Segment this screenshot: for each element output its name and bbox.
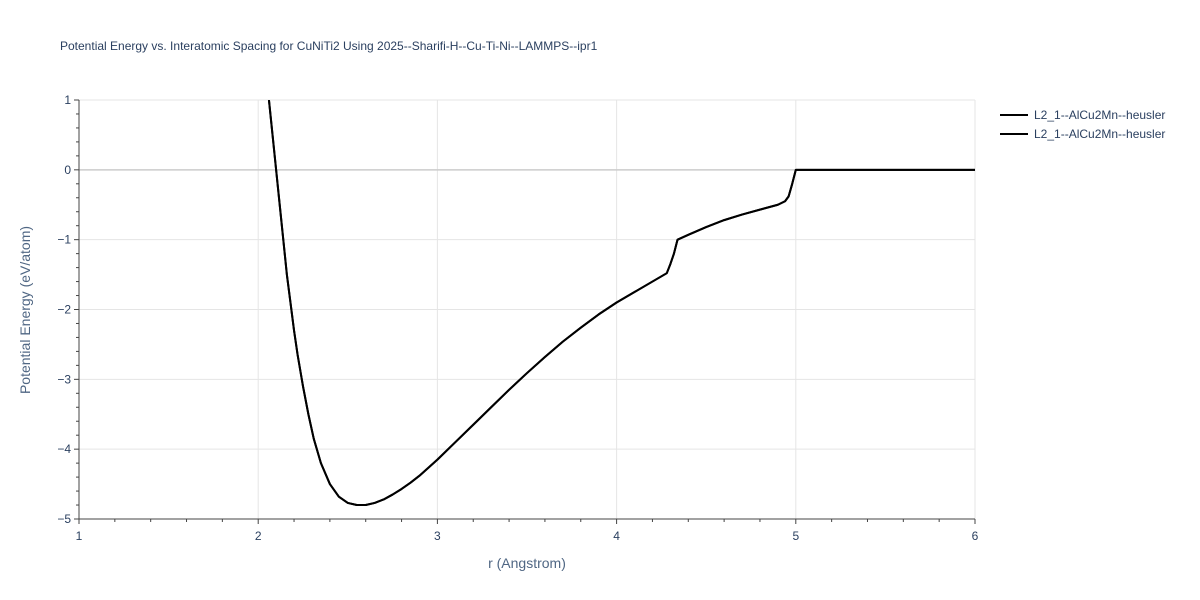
legend[interactable]: L2_1--AlCu2Mn--heusler L2_1--AlCu2Mn--heu…: [1000, 108, 1165, 141]
x-tick-label: 6: [972, 529, 979, 543]
grid-lines: [79, 99, 976, 519]
chart-title: Potential Energy vs. Interatomic Spacing…: [60, 39, 598, 53]
y-tick-label: 1: [64, 93, 71, 107]
y-tick-label: −2: [57, 303, 71, 317]
x-axis: 1 2 3 4 5 6: [76, 518, 979, 543]
x-tick-label: 1: [76, 529, 83, 543]
x-tick-label: 2: [255, 529, 262, 543]
series-line-2: [267, 100, 975, 507]
x-tick-label: 5: [792, 529, 799, 543]
y-tick-label: −5: [57, 512, 71, 526]
y-tick-label: −1: [57, 233, 71, 247]
plot-area: [267, 100, 975, 507]
x-axis-title: r (Angstrom): [488, 555, 566, 571]
y-tick-label: 0: [64, 163, 71, 177]
x-tick-label: 4: [613, 529, 620, 543]
y-axis: 1 0 −1 −2 −3 −4 −5: [57, 93, 80, 526]
y-axis-title: Potential Energy (eV/atom): [17, 226, 33, 394]
legend-label: L2_1--AlCu2Mn--heusler: [1034, 127, 1165, 141]
legend-item-2[interactable]: L2_1--AlCu2Mn--heusler: [1000, 127, 1165, 141]
y-tick-label: −3: [57, 372, 71, 386]
y-tick-label: −4: [57, 442, 71, 456]
legend-label: L2_1--AlCu2Mn--heusler: [1034, 108, 1165, 122]
legend-item-1[interactable]: L2_1--AlCu2Mn--heusler: [1000, 108, 1165, 122]
x-tick-label: 3: [434, 529, 441, 543]
series-line-1: [267, 100, 975, 507]
